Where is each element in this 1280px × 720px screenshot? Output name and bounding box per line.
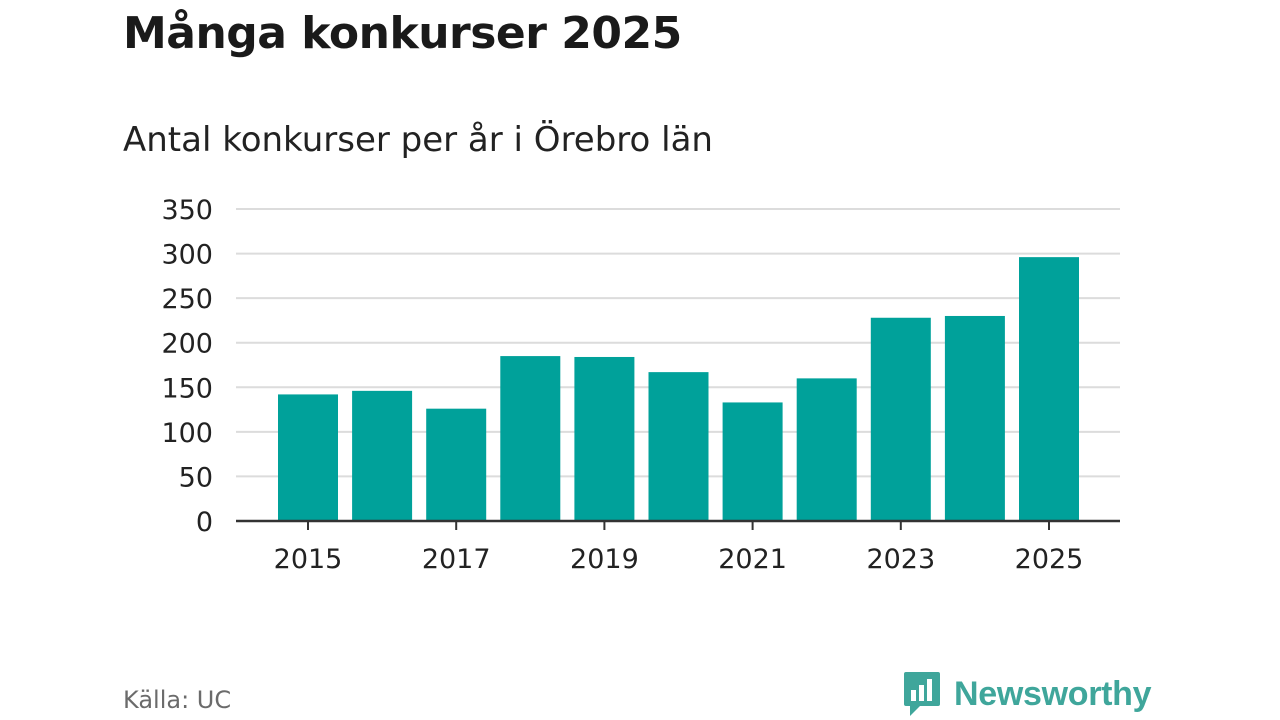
- y-tick-label: 350: [161, 195, 213, 226]
- bar-2024: [944, 315, 1005, 521]
- y-tick-label: 300: [161, 240, 213, 271]
- x-tick-label: 2019: [570, 544, 639, 575]
- y-tick-label: 50: [179, 462, 213, 493]
- source-note: Källa: UC: [123, 686, 232, 714]
- x-tick-label: 2021: [718, 544, 787, 575]
- chart-subtitle: Antal konkurser per år i Örebro län: [123, 120, 713, 160]
- y-tick-label: 250: [161, 284, 213, 315]
- chart-title: Många konkurser 2025: [123, 8, 682, 59]
- bar-2025: [1019, 257, 1079, 521]
- bar-2021: [722, 402, 783, 521]
- x-tick-label: 2025: [1015, 544, 1084, 575]
- bar-2022: [796, 378, 857, 521]
- x-axis-ticks: 2015 2017 2019 2021 2023 2025: [274, 521, 1084, 575]
- y-tick-label: 150: [161, 373, 213, 404]
- y-axis-ticks: 0 50 100 150 200 250 300 350: [161, 195, 213, 538]
- bar-2023: [870, 317, 931, 521]
- brand-name: Newsworthy: [954, 674, 1152, 713]
- y-tick-label: 100: [161, 418, 213, 449]
- x-tick-label: 2015: [274, 544, 343, 575]
- x-tick-label: 2017: [422, 544, 491, 575]
- bar-2018: [500, 356, 561, 521]
- bar-2020: [648, 372, 709, 521]
- newsworthy-logo[interactable]: Newsworthy: [902, 668, 1152, 720]
- bar-2017: [426, 408, 487, 521]
- x-tick-label: 2023: [866, 544, 935, 575]
- y-tick-label: 0: [196, 507, 213, 538]
- newsworthy-logo-icon: [904, 672, 940, 716]
- y-tick-label: 200: [161, 329, 213, 360]
- bar-2016: [352, 390, 413, 521]
- bars: [278, 257, 1079, 521]
- bar-2019: [574, 356, 635, 521]
- bar-2015: [278, 394, 338, 521]
